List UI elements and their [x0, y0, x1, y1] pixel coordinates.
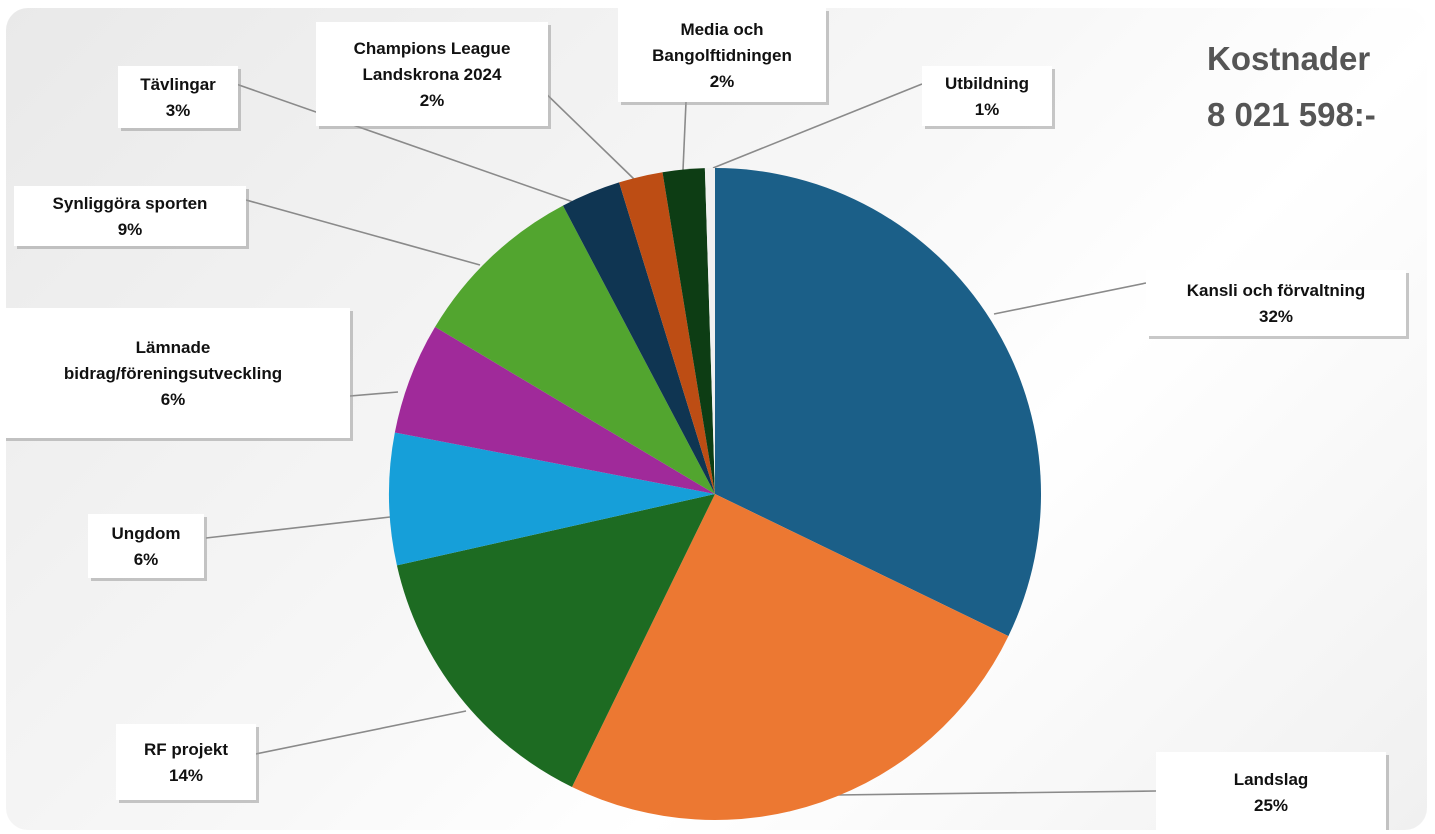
data-label-category: RF projekt — [144, 740, 228, 759]
data-label-category: Synliggöra sporten — [53, 194, 208, 213]
data-label-category: Bangolftidningen — [652, 46, 792, 65]
data-label-category: Tävlingar — [140, 75, 216, 94]
chart-title-line: Kostnader — [1207, 40, 1370, 77]
data-label-percent: 25% — [1254, 796, 1288, 815]
data-label-box: Utbildning 1% — [922, 66, 1055, 129]
chart-title-line: 8 021 598:- — [1207, 96, 1376, 133]
data-label-category: Champions League — [354, 39, 511, 58]
data-label-box: Kansli och förvaltning 32% — [1146, 270, 1409, 339]
chart-card: Kostnader 8 021 598:- Kansli och förvaltn… — [6, 8, 1427, 830]
data-label-box: Ungdom 6% — [88, 514, 207, 581]
data-label-percent: 2% — [710, 72, 735, 91]
data-label-category: Media och — [680, 20, 763, 39]
data-label-percent: 6% — [161, 390, 186, 409]
data-label-percent: 14% — [169, 766, 203, 785]
data-label-category: Lämnade — [136, 338, 211, 357]
data-label-category: Landslag — [1234, 770, 1309, 789]
data-label-box: Synliggöra sporten 9% — [14, 186, 249, 249]
data-label-category: Landskrona 2024 — [363, 65, 502, 84]
data-label-category: Ungdom — [112, 524, 181, 543]
data-label-box: Lämnade bidrag/föreningsutveckling 6% — [6, 308, 353, 441]
data-label-category: Kansli och förvaltning — [1187, 281, 1366, 300]
data-label-box: Media och Bangolftidningen 2% — [618, 8, 829, 105]
leader-line — [246, 200, 480, 265]
data-label-percent: 3% — [166, 101, 191, 120]
data-label-percent: 6% — [134, 550, 159, 569]
data-label-box: Landslag 25% — [1156, 752, 1389, 830]
data-label-category: bidrag/föreningsutveckling — [64, 364, 282, 383]
pie-chart: Kostnader 8 021 598:- Kansli och förvaltn… — [6, 8, 1427, 830]
data-label-percent: 9% — [118, 220, 143, 239]
leader-line — [236, 711, 466, 758]
leader-line — [206, 517, 390, 538]
data-label-percent: 32% — [1259, 307, 1293, 326]
data-label-box: Champions League Landskrona 2024 2% — [316, 22, 551, 129]
leader-line — [683, 102, 686, 170]
data-label-percent: 1% — [975, 100, 1000, 119]
data-label-category: Utbildning — [945, 74, 1029, 93]
chart-title: Kostnader 8 021 598:- — [1207, 40, 1376, 133]
data-label-box: RF projekt 14% — [116, 724, 259, 803]
data-label-box: Tävlingar 3% — [118, 66, 241, 131]
data-label-percent: 2% — [420, 91, 445, 110]
leader-line — [836, 791, 1156, 795]
leader-line — [994, 283, 1146, 314]
